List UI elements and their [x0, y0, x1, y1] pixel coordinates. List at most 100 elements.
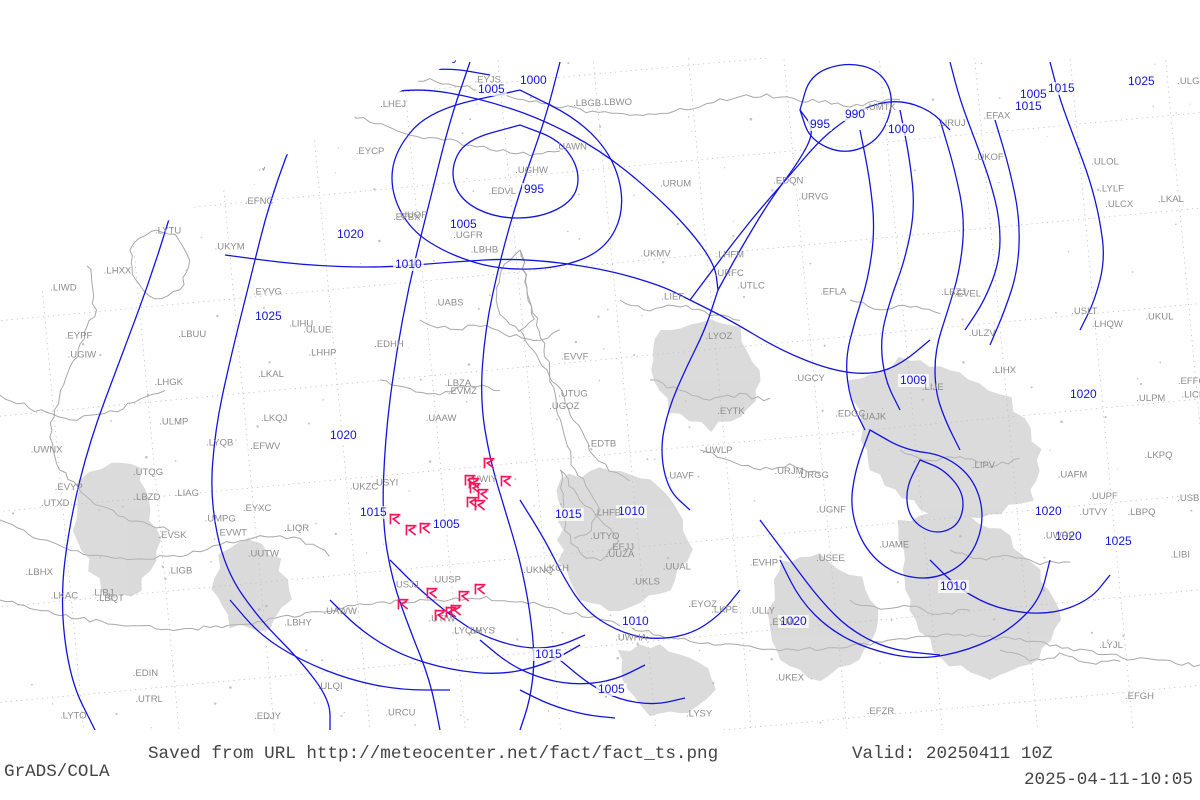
- svg-text:.LYQB: .LYQB: [206, 437, 233, 448]
- svg-text:.UKLS: .UKLS: [633, 577, 660, 588]
- svg-text:.EDVL: .EDVL: [489, 186, 516, 197]
- svg-text:1015: 1015: [360, 505, 387, 519]
- svg-text:.UGFR: .UGFR: [453, 230, 483, 241]
- svg-text:.URUJ: .URUJ: [938, 118, 966, 129]
- svg-text:.ULMP: .ULMP: [159, 417, 188, 428]
- svg-text:.ULOL: .ULOL: [1091, 157, 1118, 168]
- svg-text:.LKPE: .LKPE: [711, 604, 738, 615]
- svg-text:.USBP: .USBP: [1177, 493, 1200, 504]
- svg-text:1015: 1015: [555, 507, 582, 521]
- svg-text:1010: 1010: [940, 579, 967, 593]
- svg-text:.EVSK: .EVSK: [159, 530, 188, 541]
- svg-text:.EYXC: .EYXC: [243, 503, 272, 514]
- svg-text:.LIHX: .LIHX: [992, 365, 1016, 376]
- svg-text:.UTYO: .UTYO: [590, 531, 619, 542]
- svg-text:.USEE: .USEE: [816, 553, 845, 564]
- svg-text:.LIJE: .LIJE: [922, 382, 944, 393]
- svg-text:1015: 1015: [535, 647, 562, 661]
- svg-text:.EVYP: .EVYP: [55, 482, 83, 493]
- svg-text:.UGNF: .UGNF: [816, 505, 846, 516]
- svg-text:.EVVF: .EVVF: [561, 352, 589, 363]
- svg-text:1020: 1020: [1070, 387, 1097, 401]
- svg-text:.ULZV: .ULZV: [969, 328, 997, 339]
- svg-text:.LYLF: .LYLF: [1099, 183, 1124, 194]
- svg-text:.USYI: .USYI: [373, 478, 398, 489]
- svg-text:990: 990: [845, 107, 865, 121]
- svg-text:1010: 1010: [395, 257, 422, 271]
- svg-text:.USLT: .USLT: [1071, 306, 1097, 317]
- svg-text:.LBUU: .LBUU: [178, 329, 206, 340]
- svg-text:.LIEF: .LIEF: [661, 292, 684, 303]
- svg-text:1010: 1010: [618, 504, 645, 518]
- svg-text:.LHQW: .LHQW: [1092, 319, 1123, 330]
- svg-text:.ULLY: .ULLY: [749, 606, 775, 617]
- svg-text:.LBHY: .LBHY: [284, 617, 312, 628]
- svg-text:.LHGK: .LHGK: [155, 377, 184, 388]
- svg-text:.LKAL: .LKAL: [1158, 194, 1184, 205]
- svg-text:.EFGH: .EFGH: [1125, 691, 1154, 702]
- svg-text:.URCU: .URCU: [385, 708, 415, 719]
- svg-text:.LIQR: .LIQR: [284, 523, 309, 534]
- svg-text:.EFZR: .EFZR: [867, 706, 895, 717]
- svg-text:.UTVY: .UTVY: [1080, 507, 1109, 518]
- svg-text:.URUM: .URUM: [660, 179, 691, 190]
- svg-text:.EFLA: .EFLA: [820, 287, 847, 298]
- svg-text:1025: 1025: [1105, 534, 1132, 548]
- svg-text:.EYVG: .EYVG: [253, 287, 282, 298]
- svg-text:.EYJS: .EYJS: [475, 74, 501, 85]
- svg-text:.EVMZ: .EVMZ: [448, 386, 477, 397]
- svg-text:.UMPG: .UMPG: [205, 514, 236, 525]
- svg-text:.UTXD: .UTXD: [41, 498, 70, 509]
- svg-text:.UGIW: .UGIW: [68, 350, 97, 361]
- svg-text:1005: 1005: [450, 217, 477, 231]
- svg-text:.UGCY: .UGCY: [795, 373, 826, 384]
- svg-text:1015: 1015: [1048, 81, 1075, 95]
- svg-text:.EFAX: .EFAX: [983, 111, 1011, 122]
- svg-text:.UTUG: .UTUG: [558, 389, 588, 400]
- svg-text:.LBQT: .LBQT: [97, 593, 125, 604]
- svg-text:.EFJJ: .EFJJ: [610, 542, 635, 553]
- svg-text:.UTRL: .UTRL: [135, 694, 162, 705]
- svg-text:1020: 1020: [337, 227, 364, 241]
- svg-text:.ULGJ: .ULGJ: [1177, 76, 1200, 87]
- svg-text:1005: 1005: [1020, 87, 1047, 101]
- svg-text:.EFFQ: .EFFQ: [1178, 376, 1200, 387]
- svg-text:.EYTK: .EYTK: [717, 406, 745, 417]
- svg-text:.EDHH: .EDHH: [374, 339, 404, 350]
- svg-text:.UUSP: .UUSP: [432, 574, 461, 585]
- svg-text:.LIHU: .LIHU: [289, 319, 313, 330]
- svg-text:.UWNX: .UWNX: [31, 445, 63, 456]
- svg-text:.UAVF: .UAVF: [667, 471, 694, 482]
- svg-text:1020: 1020: [1035, 504, 1062, 518]
- svg-text:.EYPF: .EYPF: [65, 331, 93, 342]
- svg-text:1015: 1015: [1015, 99, 1042, 113]
- svg-text:.LYOZ: .LYOZ: [706, 331, 733, 342]
- svg-text:.UKYM: .UKYM: [215, 242, 245, 253]
- svg-text:.UABS: .UABS: [435, 298, 464, 309]
- svg-text:1000: 1000: [888, 122, 915, 136]
- svg-text:.LBZJ: .LBZJ: [941, 287, 966, 298]
- svg-text:.LBHB: .LBHB: [471, 245, 498, 256]
- svg-text:.EVHP: .EVHP: [750, 558, 779, 569]
- svg-text:.EFWV: .EFWV: [250, 441, 281, 452]
- svg-text:.USJJ: .USJJ: [393, 580, 419, 591]
- svg-text:.UUOF: .UUOF: [398, 210, 428, 221]
- svg-text:.LKPQ: .LKPQ: [1145, 450, 1173, 461]
- svg-text:.LKAL: .LKAL: [258, 369, 284, 380]
- svg-text:.ULPM: .ULPM: [1136, 393, 1165, 404]
- svg-text:.UKMV: .UKMV: [641, 249, 672, 260]
- svg-text:.LKQJ: .LKQJ: [261, 413, 288, 424]
- svg-text:.UAJK: .UAJK: [859, 412, 887, 423]
- svg-text:.UWHA: .UWHA: [615, 632, 647, 643]
- svg-text:.UGOZ: .UGOZ: [549, 401, 579, 412]
- svg-text:1010: 1010: [622, 614, 649, 628]
- svg-text:.LYQW: .LYQW: [452, 626, 482, 637]
- svg-text:1005: 1005: [433, 517, 460, 531]
- svg-text:.UUTW: .UUTW: [248, 548, 279, 559]
- svg-text:1025: 1025: [1128, 74, 1155, 88]
- svg-text:.LBHX: .LBHX: [26, 567, 54, 578]
- svg-text:.LBPQ: .LBPQ: [1128, 507, 1156, 518]
- svg-text:.LIAG: .LIAG: [175, 488, 199, 499]
- svg-text:.LHHP: .LHHP: [309, 347, 337, 358]
- svg-text:.EDQN: .EDQN: [773, 175, 803, 186]
